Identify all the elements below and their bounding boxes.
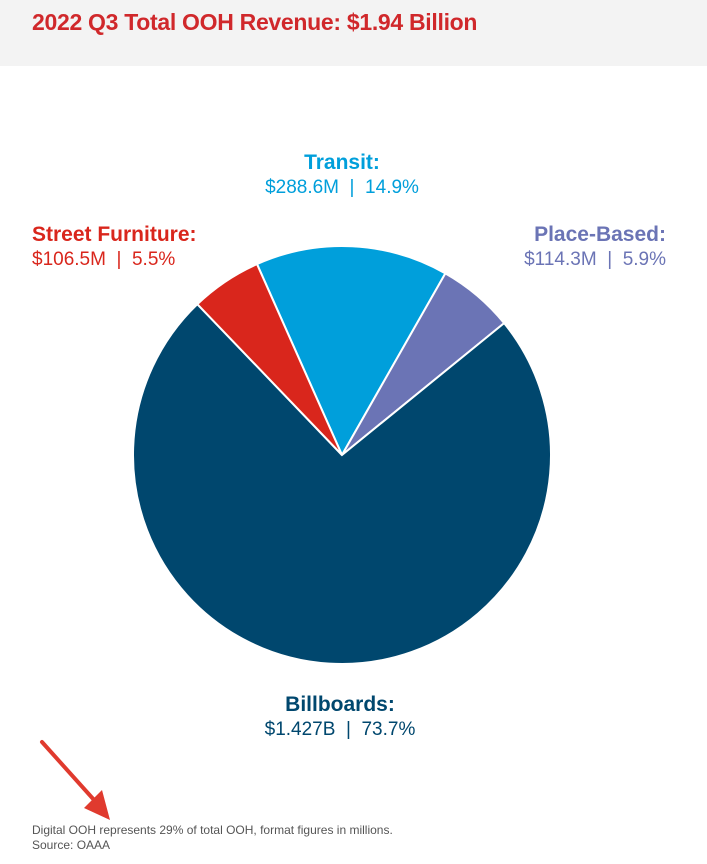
label-transit: Transit: $288.6M | 14.9%: [260, 150, 424, 200]
slice-name: Transit:: [304, 151, 380, 174]
label-street-furniture: Street Furniture: $106.5M | 5.5%: [32, 222, 252, 272]
slice-value: $1.427B | 73.7%: [264, 719, 416, 740]
chart-title: 2022 Q3 Total OOH Revenue: $1.94 Billion: [32, 9, 478, 35]
slice-value: $288.6M | 14.9%: [265, 177, 419, 198]
slice-name: Place-Based:: [534, 223, 666, 246]
pie-slice-transit: [255, 245, 447, 458]
footnote-text: Digital OOH represents 29% of total OOH,…: [32, 823, 393, 837]
title-banner: [0, 0, 707, 66]
slice-name: Billboards:: [285, 693, 395, 716]
slice-name: Street Furniture:: [32, 223, 197, 246]
pie-slice-billboards: [132, 302, 552, 665]
source-text: Source: OAAA: [32, 838, 111, 852]
slice-value: $114.3M | 5.9%: [524, 249, 666, 270]
label-place-based: Place-Based: $114.3M | 5.9%: [480, 222, 666, 272]
footnote: Digital OOH represents 29% of total OOH,…: [32, 823, 393, 853]
arrow-annotation: [40, 740, 110, 820]
label-billboards: Billboards: $1.427B | 73.7%: [240, 692, 440, 742]
slice-value: $106.5M | 5.5%: [32, 249, 176, 270]
pie-slice-street-furniture: [195, 262, 343, 456]
